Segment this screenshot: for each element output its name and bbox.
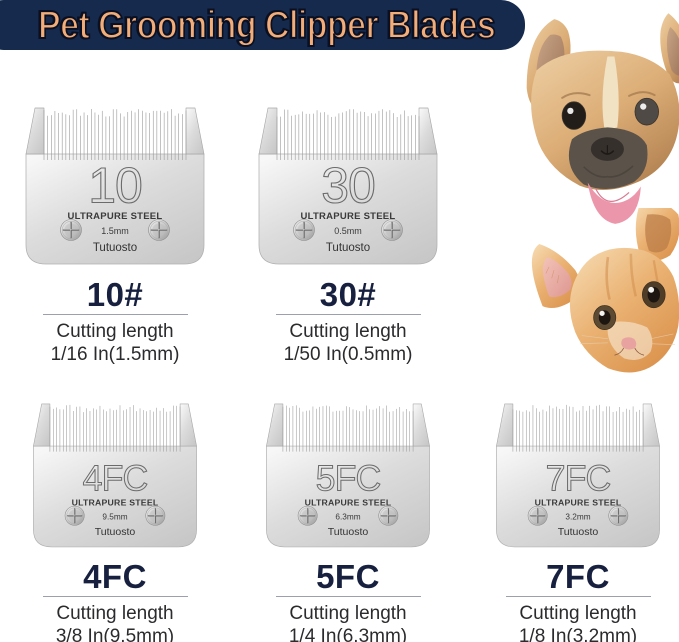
svg-text:Tutuosto: Tutuosto: [558, 526, 599, 538]
svg-text:0.5mm: 0.5mm: [334, 226, 362, 236]
svg-text:10: 10: [88, 158, 142, 214]
svg-text:Tutuosto: Tutuosto: [95, 526, 136, 538]
svg-text:1.5mm: 1.5mm: [101, 226, 129, 236]
svg-text:9.5mm: 9.5mm: [102, 512, 127, 521]
svg-text:ULTRAPURE STEEL: ULTRAPURE STEEL: [305, 498, 392, 508]
svg-text:ULTRAPURE STEEL: ULTRAPURE STEEL: [301, 211, 396, 222]
svg-text:Tutuosto: Tutuosto: [328, 526, 369, 538]
svg-text:Tutuosto: Tutuosto: [93, 242, 137, 254]
svg-text:ULTRAPURE STEEL: ULTRAPURE STEEL: [535, 498, 622, 508]
svg-text:4FC: 4FC: [83, 459, 148, 499]
svg-text:5FC: 5FC: [316, 459, 381, 499]
svg-text:30: 30: [321, 158, 375, 214]
svg-text:7FC: 7FC: [546, 459, 611, 499]
svg-text:3.2mm: 3.2mm: [565, 512, 590, 521]
svg-text:ULTRAPURE STEEL: ULTRAPURE STEEL: [72, 498, 159, 508]
svg-text:6.3mm: 6.3mm: [335, 512, 360, 521]
svg-text:ULTRAPURE STEEL: ULTRAPURE STEEL: [68, 211, 163, 222]
svg-text:Tutuosto: Tutuosto: [326, 242, 370, 254]
